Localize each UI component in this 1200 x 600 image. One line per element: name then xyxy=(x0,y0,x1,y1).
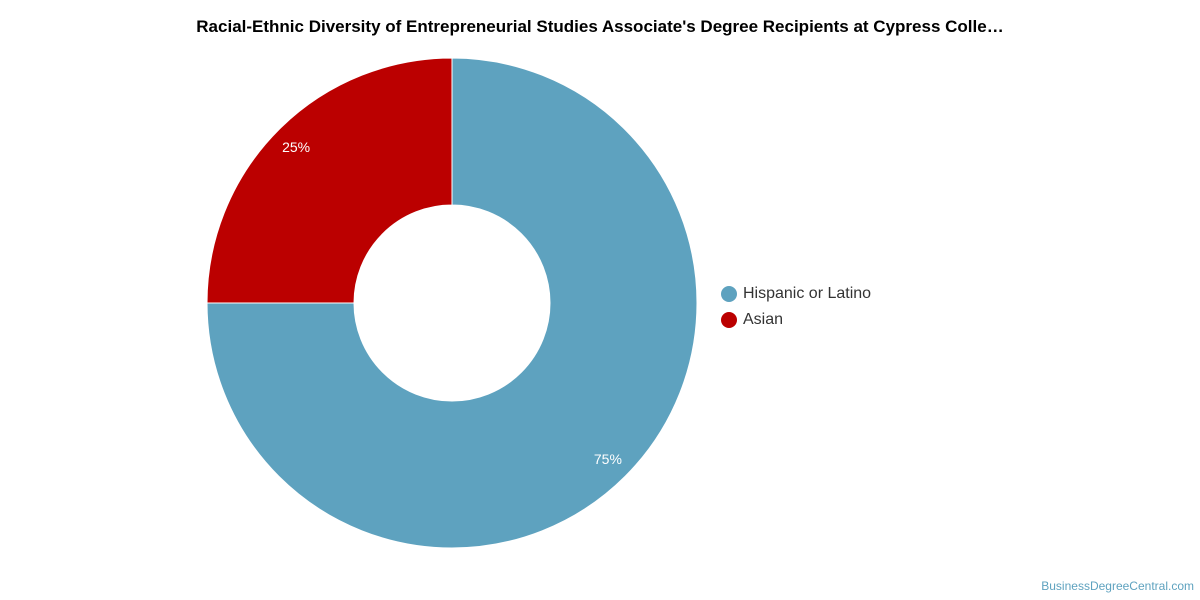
legend-label-hispanic-or-latino: Hispanic or Latino xyxy=(743,285,872,302)
slice-asian[interactable] xyxy=(206,57,453,304)
slice-label-hispanic-or-latino: 75% xyxy=(594,451,622,467)
chart-legend: Hispanic or Latino Asian xyxy=(721,281,871,333)
slice-hispanic-or-latino[interactable] xyxy=(206,57,698,549)
legend-item-asian[interactable]: Asian xyxy=(721,307,871,333)
legend-label-asian: Asian xyxy=(743,311,784,328)
legend-item-hispanic-or-latino[interactable]: Hispanic or Latino xyxy=(721,281,871,307)
legend-swatch-asian xyxy=(721,312,737,328)
chart-title: Racial-Ethnic Diversity of Entrepreneuri… xyxy=(196,17,1004,36)
legend-swatch-hispanic-or-latino xyxy=(721,286,737,302)
watermark[interactable]: BusinessDegreeCentral.com xyxy=(1041,579,1194,593)
slice-label-asian: 25% xyxy=(282,139,310,155)
